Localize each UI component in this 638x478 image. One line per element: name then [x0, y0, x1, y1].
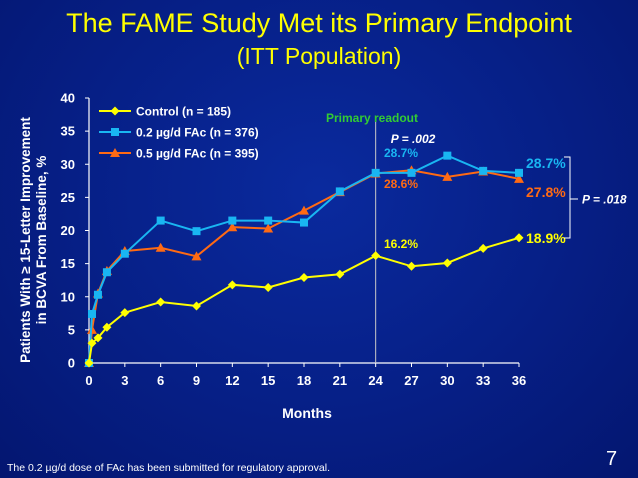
- high_dose-series-line: [88, 169, 520, 364]
- low_dose-data-point: [515, 168, 523, 177]
- y-tick-label: 20: [61, 223, 75, 238]
- legend: Control (n = 185) 0.2 µg/d FAc (n = 376) 0…: [99, 105, 259, 161]
- high_dose-data-point: [514, 173, 524, 183]
- legend-high_dose-label: 0.5 µg/d FAc (n = 395): [136, 147, 259, 161]
- y-tick-label: 0: [68, 356, 75, 371]
- low_dose-data-point: [407, 168, 416, 177]
- x-axis-label: Months: [282, 405, 332, 421]
- p-value-end: P = .018: [582, 193, 627, 207]
- x-tick-label: 15: [261, 373, 275, 388]
- slide-title: The FAME Study Met its Primary Endpoint: [66, 8, 572, 38]
- low_dose-data-point: [120, 249, 129, 258]
- x-axis-ticks: 0 3 6 9 12 15 18 21 24 27 30 33 36: [85, 363, 526, 388]
- x-tick-label: 36: [512, 373, 526, 388]
- low_dose-data-point: [156, 216, 165, 225]
- x-tick-label: 33: [476, 373, 490, 388]
- y-tick-label: 35: [61, 124, 75, 139]
- legend-high_dose-marker: [110, 148, 120, 157]
- y-tick-label: 15: [61, 256, 75, 271]
- high_dose-data-point: [442, 171, 453, 181]
- low_dose-data-point: [479, 166, 488, 175]
- label-36-high_dose: 27.8%: [526, 184, 566, 200]
- control-data-point: [335, 269, 345, 279]
- data-labels: 28.7% 28.6% 16.2% 28.7% 27.8% 18.9%: [384, 146, 566, 251]
- legend-control-marker: [110, 106, 120, 116]
- low_dose-data-point: [93, 290, 102, 299]
- x-tick-label: 9: [193, 373, 200, 388]
- primary-readout-annotation: Primary readout P = .002: [326, 111, 436, 363]
- y-tick-label: 25: [61, 190, 75, 205]
- y-tick-label: 5: [68, 322, 75, 337]
- legend-low_dose-marker: [111, 128, 119, 136]
- x-tick-label: 6: [157, 373, 164, 388]
- control-data-point: [299, 273, 309, 283]
- control-data-point: [371, 251, 381, 261]
- y-tick-label: 10: [61, 289, 75, 304]
- low_dose-data-point: [87, 309, 96, 318]
- low_dose-data-point: [102, 268, 111, 277]
- x-tick-label: 21: [333, 373, 347, 388]
- p-value-readout: P = .002: [391, 132, 436, 146]
- y-tick-label: 30: [61, 157, 75, 172]
- low_dose-data-point: [371, 168, 380, 177]
- y-axis-ticks: 0 5 10 15 20 25 30 35 40: [61, 91, 89, 371]
- series-lines: [84, 151, 524, 368]
- x-tick-label: 12: [225, 373, 239, 388]
- control-data-point: [192, 301, 201, 311]
- p-value-bracket: P = .018: [564, 156, 627, 239]
- control-data-point: [227, 280, 237, 290]
- control-data-point: [84, 358, 94, 368]
- x-tick-label: 3: [121, 373, 128, 388]
- control-data-point: [87, 338, 97, 348]
- control-data-point: [93, 333, 103, 343]
- label-24-low_dose: 28.7%: [384, 146, 418, 160]
- control-data-point: [120, 308, 130, 318]
- slide-subtitle: (ITT Population): [236, 43, 402, 69]
- y-axis-label-line-1: Patients With ≥ 15-Letter Improvement: [18, 117, 33, 363]
- high_dose-data-point: [299, 205, 309, 215]
- slide-number: 7: [606, 448, 618, 470]
- low_dose-data-point: [335, 187, 344, 196]
- x-tick-label: 30: [440, 373, 454, 388]
- high_dose-data-point: [227, 222, 238, 232]
- control-series-line: [88, 236, 520, 364]
- high_dose-data-point: [191, 251, 202, 261]
- control-data-point: [478, 243, 488, 253]
- low_dose-data-point: [228, 216, 237, 225]
- control-data-point: [156, 297, 166, 307]
- control-data-point: [263, 282, 273, 292]
- bracket-line: [564, 156, 571, 239]
- low_dose-data-point: [300, 218, 308, 227]
- x-tick-label: 0: [85, 373, 92, 388]
- label-36-control: 18.9%: [526, 230, 566, 246]
- control-data-point: [407, 261, 416, 271]
- label-36-low_dose: 28.7%: [526, 155, 566, 171]
- y-tick-label: 40: [61, 91, 75, 106]
- y-axis-label-line-2: in BCVA From Baseline, %: [34, 156, 49, 325]
- low_dose-data-point: [192, 227, 201, 236]
- x-tick-label: 24: [368, 373, 383, 388]
- low_dose-data-point: [443, 151, 452, 160]
- label-24-control: 16.2%: [384, 237, 418, 251]
- footnote: The 0.2 µg/d dose of FAc has been submit…: [7, 462, 330, 474]
- label-24-high_dose: 28.6%: [384, 177, 418, 191]
- high_dose-data-point: [263, 223, 274, 233]
- high_dose-data-point: [155, 242, 166, 252]
- y-axis-label: Patients With ≥ 15-Letter Improvement in …: [18, 117, 49, 363]
- low_dose-series-line: [88, 154, 520, 364]
- control-data-point: [514, 233, 524, 243]
- x-tick-label: 27: [404, 373, 418, 388]
- legend-low_dose-label: 0.2 µg/d FAc (n = 376): [136, 126, 259, 140]
- legend-control-label: Control (n = 185): [136, 105, 231, 119]
- control-data-point: [442, 258, 452, 268]
- x-tick-label: 18: [297, 373, 311, 388]
- readout-label: Primary readout: [326, 111, 418, 125]
- low_dose-data-point: [264, 216, 273, 225]
- control-data-point: [102, 322, 112, 332]
